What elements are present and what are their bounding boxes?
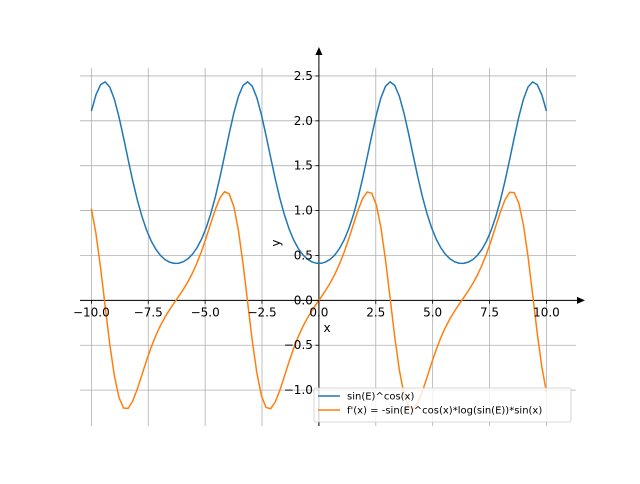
y-axis-label: y bbox=[269, 239, 283, 246]
y-tick-label: 1.0 bbox=[294, 204, 313, 218]
x-tick-label: 10.0 bbox=[533, 305, 560, 319]
y-tick-label: 0.5 bbox=[294, 248, 313, 262]
x-tick-label: 2.5 bbox=[366, 305, 385, 319]
series-line-2 bbox=[90, 190, 548, 410]
y-tick-label: −1.0 bbox=[284, 383, 313, 397]
y-axis-arrow bbox=[315, 47, 323, 55]
x-tick-label: −5.0 bbox=[191, 305, 220, 319]
series-line-1 bbox=[90, 80, 548, 265]
y-tick-label: 0.0 bbox=[294, 293, 313, 307]
y-tick-label: 2.0 bbox=[294, 114, 313, 128]
x-tick-label: 0.0 bbox=[309, 305, 328, 319]
y-tick-label: 1.5 bbox=[294, 159, 313, 173]
y-tick-label: −0.5 bbox=[284, 338, 313, 352]
axes-layer bbox=[80, 47, 585, 426]
legend: sin(E)^cos(x) f'(x) = -sin(E)^cos(x)*log(… bbox=[313, 387, 572, 423]
legend-label-2: f'(x) = -sin(E)^cos(x)*log(sin(E))*sin(x… bbox=[347, 406, 542, 417]
x-tick-label: −10.0 bbox=[73, 305, 110, 319]
x-tick-label: 7.5 bbox=[480, 305, 499, 319]
tick-layer: −10.0 −7.5 −5.0 −2.5 0.0 2.5 5.0 7.5 10.0 −1.0 −0.… bbox=[73, 69, 560, 397]
y-tick-label: 2.5 bbox=[294, 69, 313, 83]
x-axis-arrow bbox=[577, 296, 585, 304]
legend-label-1: sin(E)^cos(x) bbox=[347, 392, 414, 403]
x-tick-label: −7.5 bbox=[134, 305, 163, 319]
x-axis-label: x bbox=[323, 321, 330, 335]
x-tick-label: 5.0 bbox=[423, 305, 442, 319]
x-tick-label: −2.5 bbox=[247, 305, 276, 319]
legend-box bbox=[313, 387, 572, 423]
series-layer bbox=[90, 80, 548, 410]
